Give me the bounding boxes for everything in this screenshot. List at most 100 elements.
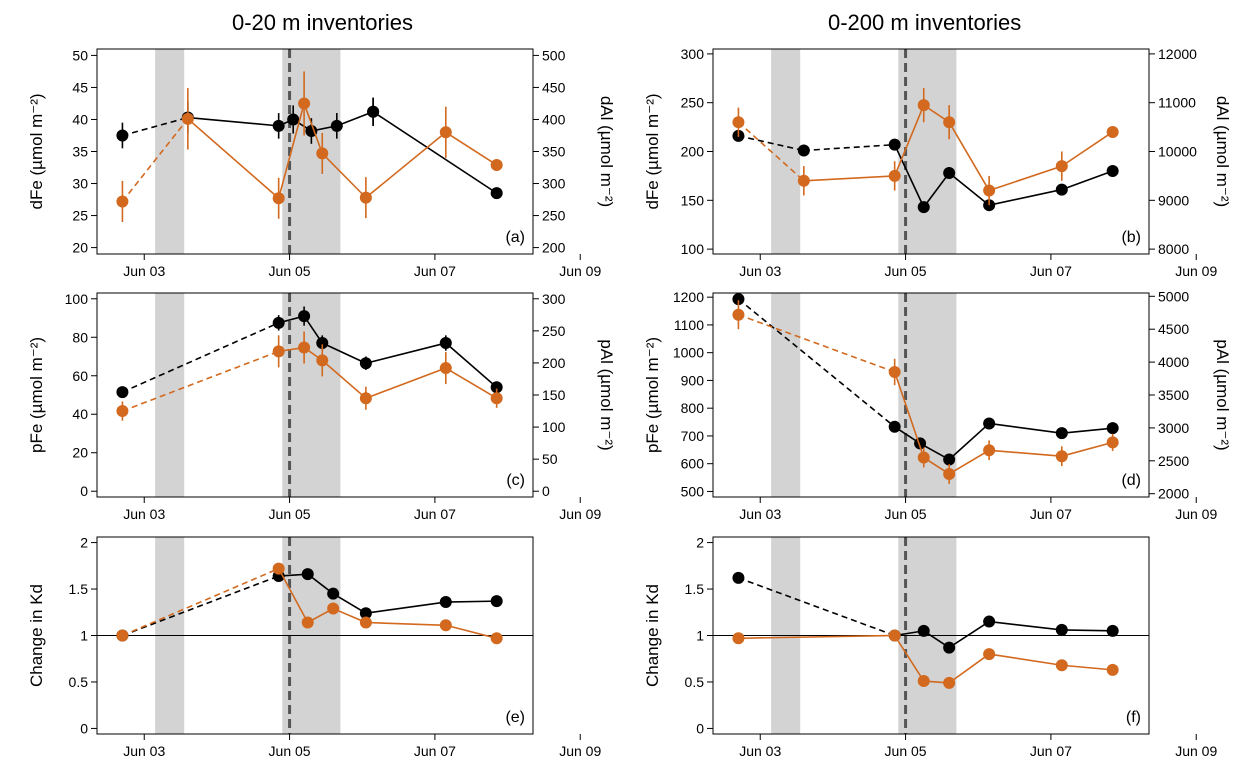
data-point bbox=[983, 417, 996, 430]
x-tick-label: Jun 09 bbox=[559, 743, 601, 759]
series-segment bbox=[365, 367, 447, 399]
data-point bbox=[917, 451, 930, 464]
series-segment bbox=[923, 172, 950, 208]
series-segment bbox=[893, 104, 925, 177]
y2-tick-label: 150 bbox=[542, 387, 566, 403]
y-tick-label: 1100 bbox=[674, 317, 704, 333]
series-segment bbox=[365, 342, 446, 365]
y-axis-label: Change in Kd bbox=[643, 584, 662, 687]
series-segment bbox=[321, 342, 367, 364]
y2-tick-label: 400 bbox=[542, 111, 566, 127]
y-tick-label: 20 bbox=[72, 445, 88, 461]
panel-label: (a) bbox=[505, 229, 525, 246]
y2-axis-label: pAl (µmol m⁻²) bbox=[1213, 339, 1232, 450]
data-point bbox=[116, 386, 129, 399]
data-point bbox=[1106, 422, 1119, 435]
y-tick-label: 2 bbox=[80, 535, 88, 551]
x-tick-label: Jun 05 bbox=[885, 263, 927, 279]
data-point bbox=[116, 195, 129, 208]
data-point bbox=[272, 562, 285, 575]
data-point bbox=[359, 607, 372, 620]
series-segment bbox=[445, 367, 498, 399]
x-tick-label: Jun 05 bbox=[885, 743, 927, 759]
series-segment bbox=[445, 131, 498, 166]
x-tick-label: Jun 07 bbox=[1030, 506, 1072, 522]
series-segment bbox=[445, 624, 497, 640]
series-segment bbox=[803, 143, 895, 152]
y-tick-label: 0 bbox=[80, 483, 88, 499]
y2-axis-label: dAl (µmol m⁻²) bbox=[597, 96, 616, 207]
y2-tick-label: 50 bbox=[542, 451, 558, 467]
y-tick-label: 500 bbox=[681, 483, 705, 499]
data-point bbox=[490, 632, 503, 645]
y2-tick-label: 300 bbox=[542, 176, 566, 192]
x-tick-label: Jun 03 bbox=[739, 506, 781, 522]
x-tick-label: Jun 03 bbox=[739, 263, 781, 279]
series-segment bbox=[187, 118, 280, 199]
data-point bbox=[943, 116, 956, 129]
data-point bbox=[732, 571, 745, 584]
x-tick-label: Jun 07 bbox=[1030, 263, 1072, 279]
y-tick-label: 1.5 bbox=[685, 581, 705, 597]
data-point bbox=[490, 381, 503, 394]
series-segment bbox=[989, 422, 1062, 434]
x-tick-label: Jun 03 bbox=[123, 506, 165, 522]
data-point bbox=[490, 187, 503, 200]
data-point bbox=[1106, 663, 1119, 676]
y2-tick-label: 100 bbox=[542, 419, 566, 435]
series-segment bbox=[321, 359, 367, 399]
shade-band bbox=[898, 49, 957, 254]
data-point bbox=[301, 616, 314, 629]
data-point bbox=[888, 365, 901, 378]
series-segment bbox=[187, 116, 279, 127]
data-point bbox=[490, 158, 503, 171]
series-segment bbox=[948, 653, 990, 684]
y-tick-label: 50 bbox=[72, 47, 88, 63]
y2-tick-label: 4000 bbox=[1158, 354, 1189, 370]
x-tick-label: Jun 05 bbox=[885, 506, 927, 522]
data-point bbox=[1106, 436, 1119, 449]
chart-panel-c: 0 20 40 60 80 100 0 50 100 150 200 250 300 Jun 03 Jun … bbox=[27, 291, 616, 522]
data-point bbox=[1106, 624, 1119, 637]
data-point bbox=[1055, 160, 1068, 173]
y-tick-label: 20 bbox=[72, 240, 88, 256]
series-segment bbox=[1061, 629, 1113, 632]
x-tick-label: Jun 03 bbox=[123, 743, 165, 759]
data-point bbox=[316, 147, 329, 160]
x-tick-label: Jun 07 bbox=[414, 743, 456, 759]
data-point bbox=[316, 337, 329, 350]
y2-tick-label: 2000 bbox=[1158, 486, 1189, 502]
x-tick-label: Jun 05 bbox=[269, 743, 311, 759]
data-point bbox=[439, 126, 452, 139]
series-segment bbox=[989, 620, 1062, 631]
y-tick-label: 0 bbox=[80, 720, 88, 736]
y2-tick-label: 200 bbox=[542, 355, 566, 371]
data-point bbox=[359, 191, 372, 204]
data-point bbox=[1055, 427, 1068, 440]
series-segment bbox=[122, 575, 279, 637]
data-point bbox=[732, 293, 745, 306]
data-point bbox=[327, 587, 340, 600]
data-point bbox=[1055, 183, 1068, 196]
y2-tick-label: 250 bbox=[542, 208, 566, 224]
data-point bbox=[490, 595, 503, 608]
panel-label: (b) bbox=[1121, 229, 1141, 246]
data-point bbox=[983, 444, 996, 457]
data-point bbox=[1055, 623, 1068, 636]
data-point bbox=[301, 568, 314, 581]
y-tick-label: 1 bbox=[696, 628, 704, 644]
y-tick-label: 60 bbox=[72, 368, 88, 384]
data-point bbox=[917, 201, 930, 214]
y-tick-label: 0.5 bbox=[69, 674, 89, 690]
x-tick-label: Jun 05 bbox=[269, 506, 311, 522]
y-axis-label: pFe (µmol m⁻²) bbox=[27, 337, 46, 453]
panel-label: (c) bbox=[506, 472, 525, 489]
panel-label: (e) bbox=[505, 709, 525, 726]
y2-axis-label: pAl (µmol m⁻²) bbox=[597, 339, 616, 450]
y-tick-label: 40 bbox=[72, 406, 88, 422]
data-point bbox=[272, 192, 285, 205]
y-tick-label: 100 bbox=[65, 291, 89, 307]
series-segment bbox=[1061, 131, 1114, 167]
series-segment bbox=[989, 449, 1062, 457]
